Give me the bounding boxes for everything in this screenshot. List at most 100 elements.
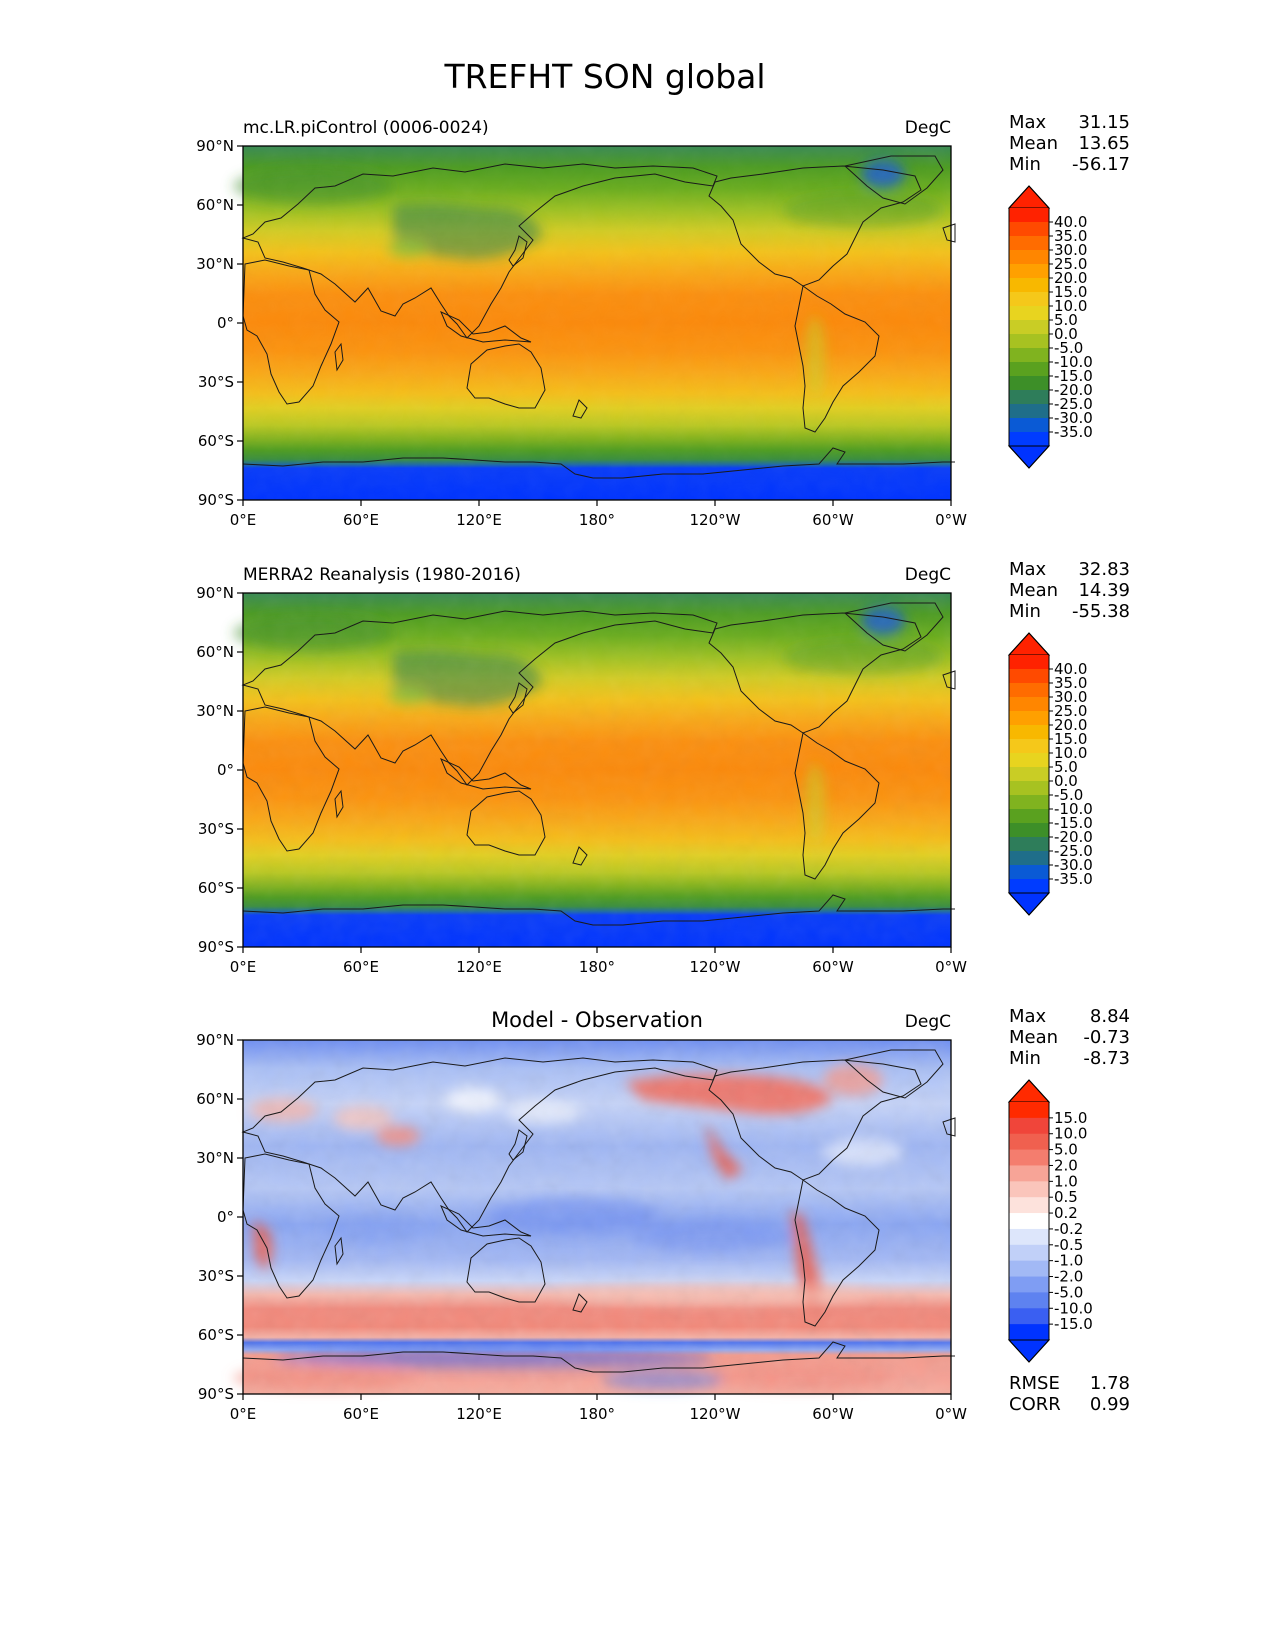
colorbar-segment	[1009, 1276, 1049, 1293]
colorbar-segment	[1009, 1324, 1049, 1341]
colorbar-tick-label: 5.0	[1054, 311, 1078, 329]
lat-axis: 90°N 60°N 30°N 0° 30°S 60°S 90°S	[196, 1031, 243, 1403]
colorbar-tick-label: 5.0	[1054, 1141, 1078, 1159]
colorbar-tick-label: 0.2	[1054, 1204, 1078, 1222]
colorbar-segment	[1009, 795, 1049, 810]
colorbar-segment	[1009, 1260, 1049, 1278]
colorbar-tick-label: 20.0	[1054, 716, 1087, 734]
colorbar-segment	[1009, 236, 1049, 251]
stat-label: Min	[1009, 154, 1041, 175]
panel-difference: Model - Observation DegC 90°N 60°N 30°N 0° 3…	[196, 1006, 1130, 1423]
lon-tick-label: 0°E	[230, 958, 257, 976]
colorbar-tick-label: -20.0	[1054, 381, 1093, 399]
colorbar: 40.035.030.025.020.015.010.05.00.0-5.0-1…	[1007, 632, 1093, 916]
lon-tick-label: 180°	[579, 958, 615, 976]
lon-tick-label: 120°W	[690, 511, 741, 529]
colorbar-segment	[1009, 1197, 1049, 1214]
colorbar-tick-label: -5.0	[1054, 339, 1083, 357]
lat-tick-label: 0°	[217, 314, 234, 332]
map-field	[233, 146, 951, 500]
colorbar-segment	[1009, 823, 1049, 838]
colorbar-segment	[1009, 1102, 1049, 1119]
stats-block: Max 32.83 Mean 14.39 Min -55.38	[1009, 559, 1130, 622]
colorbar-segment	[1009, 669, 1049, 684]
colorbar-tick-label: -15.0	[1054, 814, 1093, 832]
lon-tick-label: 120°W	[690, 958, 741, 976]
colorbar-tick-label: 15.0	[1054, 730, 1087, 748]
colorbar-outline	[1008, 1079, 1050, 1363]
lon-tick-label: 60°E	[343, 958, 379, 976]
colorbar-tick-label: -15.0	[1054, 367, 1093, 385]
panel-title: MERRA2 Reanalysis (1980-2016)	[243, 565, 521, 585]
colorbar-segment	[1009, 1149, 1049, 1167]
colorbar-tick-label: 10.0	[1054, 1125, 1087, 1143]
stat-label: Mean	[1009, 1027, 1058, 1048]
colorbar-tick-label: -35.0	[1054, 870, 1093, 888]
colorbar-tick-label: 25.0	[1054, 255, 1087, 273]
colorbar-tick-label: 0.5	[1054, 1188, 1078, 1206]
stat-label: Min	[1009, 1048, 1041, 1069]
lat-tick-label: 90°N	[196, 1031, 234, 1049]
panel-model: mc.LR.piControl (0006-0024) DegC 90°N 60°…	[196, 112, 1130, 529]
colorbar-tick-label: 35.0	[1054, 674, 1087, 692]
colorbar-segment	[1009, 334, 1049, 349]
lon-tick-label: 0°E	[230, 511, 257, 529]
colorbar-outline	[1008, 185, 1050, 469]
colorbar-extend-bottom	[1007, 1339, 1051, 1363]
colorbar-tick-label: 35.0	[1054, 227, 1087, 245]
stat-label: Mean	[1009, 580, 1058, 601]
lat-tick-label: 90°S	[198, 938, 234, 956]
colorbar-segment	[1009, 725, 1049, 740]
stat-value: -8.73	[1083, 1048, 1130, 1069]
stat-value: 31.15	[1078, 112, 1130, 133]
lat-tick-label: 90°N	[196, 137, 234, 155]
figure-title: TREFHT SON global	[443, 57, 765, 96]
colorbar-segment	[1009, 1292, 1049, 1309]
lat-tick-label: 30°N	[196, 255, 234, 273]
colorbar-tick-label: 20.0	[1054, 269, 1087, 287]
lat-tick-label: 90°S	[198, 491, 234, 509]
lat-tick-label: 60°S	[198, 432, 234, 450]
colorbar-segment	[1009, 683, 1049, 698]
colorbar-tick-label: 25.0	[1054, 702, 1087, 720]
stats-block: Max 8.84 Mean -0.73 Min -8.73	[1009, 1006, 1130, 1069]
colorbar-tick-label: -1.0	[1054, 1252, 1083, 1270]
colorbar-segment	[1009, 1181, 1049, 1198]
colorbar-segment	[1009, 362, 1049, 377]
colorbar-segment	[1009, 418, 1049, 433]
lat-axis: 90°N 60°N 30°N 0° 30°S 60°S 90°S	[196, 137, 243, 509]
map-field	[233, 593, 951, 947]
colorbar-segment	[1009, 809, 1049, 824]
colorbar-segment	[1009, 264, 1049, 279]
colorbar-tick-label: 40.0	[1054, 660, 1087, 678]
colorbar-tick-label: 40.0	[1054, 213, 1087, 231]
colorbar-segment	[1009, 1165, 1049, 1182]
lat-tick-label: 60°S	[198, 1326, 234, 1344]
lon-tick-label: 0°W	[935, 958, 967, 976]
colorbar-tick-label: -10.0	[1054, 353, 1093, 371]
lat-tick-label: 30°S	[198, 1267, 234, 1285]
colorbar-segment	[1009, 404, 1049, 419]
lat-tick-label: 0°	[217, 1208, 234, 1226]
metric-label: RMSE	[1009, 1373, 1060, 1394]
lat-tick-label: 90°N	[196, 584, 234, 602]
colorbar-segment	[1009, 837, 1049, 852]
colorbar-segment	[1009, 767, 1049, 782]
lat-tick-label: 30°S	[198, 820, 234, 838]
lat-axis: 90°N 60°N 30°N 0° 30°S 60°S 90°S	[196, 584, 243, 956]
panel-units: DegC	[905, 565, 951, 585]
colorbar-tick-label: 30.0	[1054, 241, 1087, 259]
colorbar-segment	[1009, 1117, 1049, 1135]
colorbar-tick-label: 0.0	[1054, 772, 1078, 790]
panel-center-title: Model - Observation	[491, 1008, 703, 1032]
metric-label: CORR	[1009, 1394, 1061, 1415]
colorbar-segment	[1009, 1244, 1049, 1262]
metric-value: 0.99	[1090, 1394, 1130, 1415]
colorbar-segment	[1009, 781, 1049, 796]
colorbar-segment	[1009, 1213, 1049, 1230]
lon-axis: 0°E 60°E 120°E 180° 120°W 60°W 0°W	[230, 947, 967, 976]
metrics-footer: RMSE 1.78 CORR 0.99	[1009, 1373, 1130, 1415]
colorbar-segment	[1009, 376, 1049, 391]
colorbar-segment	[1009, 348, 1049, 363]
